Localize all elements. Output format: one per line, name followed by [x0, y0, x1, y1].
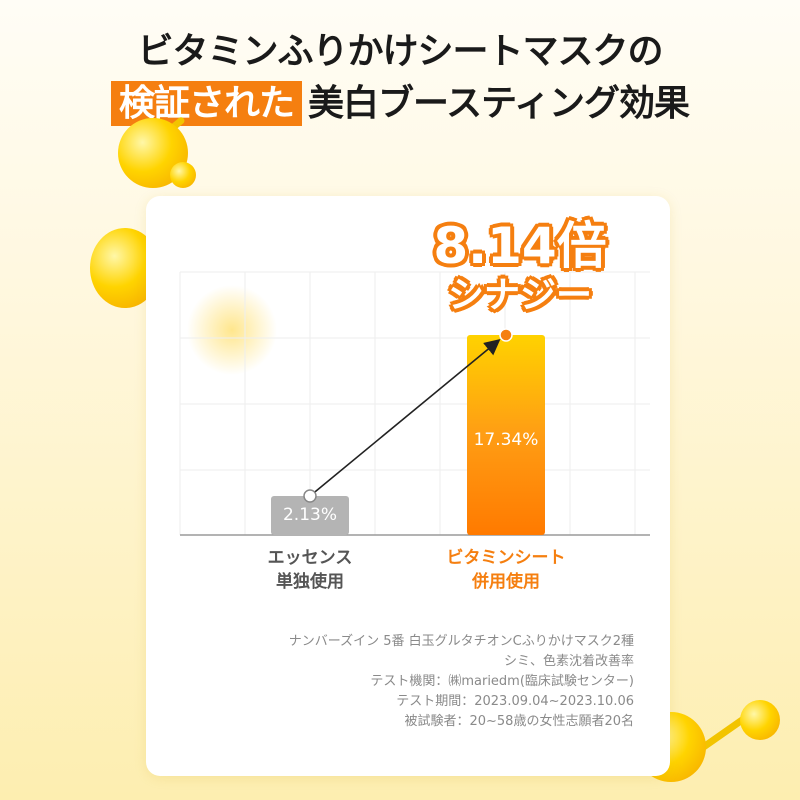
note-line: 被試験者：20~58歳の女性志願者20名: [404, 714, 634, 729]
bar-value-label: 2.13%: [282, 505, 337, 525]
note-line: テスト期間：2023.09.04~2023.10.06: [396, 694, 634, 709]
test-notes: ナンバーズイン 5番 白玉グルタチオンCふりかけマスク2種 シミ、色素沈着改善率…: [289, 632, 634, 732]
start-point: [303, 489, 317, 503]
glow-decoration: [187, 285, 277, 375]
headline-highlight: 検証された: [110, 81, 302, 126]
bar-value-label: 17.34%: [473, 430, 539, 450]
note-line: テスト機関：㈱mariedm(臨床試験センター): [370, 674, 634, 689]
category-label: ビタミンシート 併用使用: [446, 548, 566, 592]
growth-arrow: [309, 338, 501, 497]
headline-rest: 美白ブースティング効果: [307, 83, 690, 124]
end-point: [499, 328, 513, 342]
vitamin-sphere-decoration: [170, 162, 196, 188]
category-label: エッセンス 単独使用: [267, 548, 353, 592]
note-line: ナンバーズイン 5番 白玉グルタチオンCふりかけマスク2種: [288, 634, 634, 649]
synergy-label: シナジー: [447, 275, 592, 316]
bar: [271, 496, 349, 535]
synergy-value: 8.14倍: [433, 217, 607, 275]
bar: [467, 335, 545, 535]
headline-line-2: 検証された 美白ブースティング効果: [0, 74, 800, 126]
headline-line-1: ビタミンふりかけシートマスクの: [137, 31, 663, 72]
vitamin-sphere-decoration: [740, 700, 780, 740]
note-line: シミ、色素沈着改善率: [503, 654, 634, 669]
